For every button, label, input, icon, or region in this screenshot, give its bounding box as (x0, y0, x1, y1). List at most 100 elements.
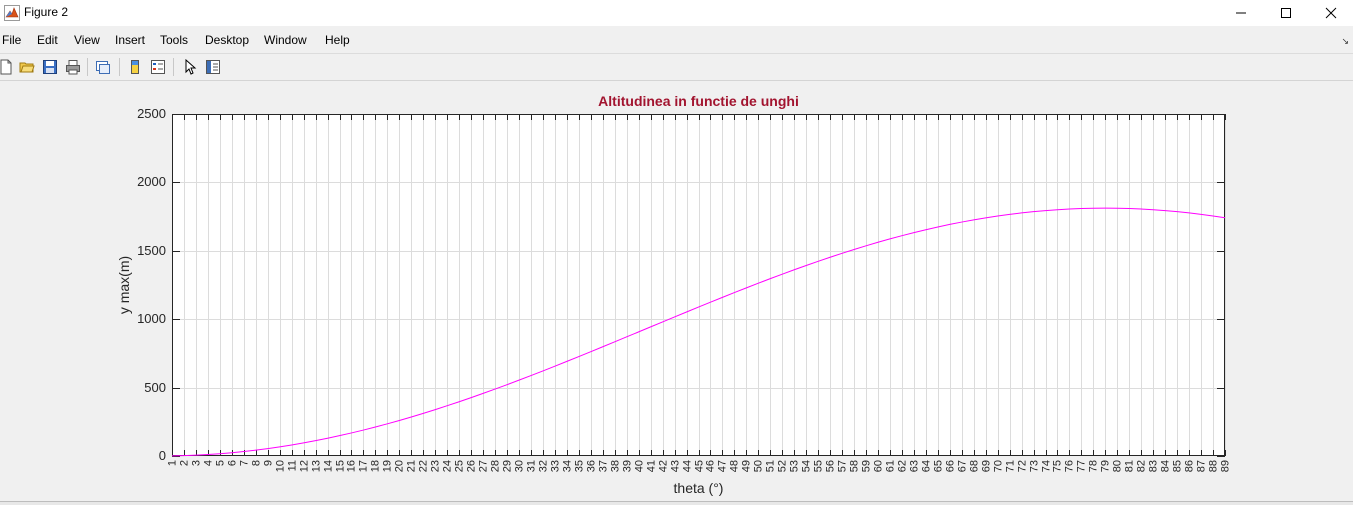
link-plot-button[interactable] (93, 57, 113, 77)
plot-svg: 1 2 3 4 5 6 7 8 9 10 11 12 13 14 15 16 17 18 19 20 21 22 23 24 2… (116, 93, 1231, 496)
property-inspector-button[interactable] (203, 57, 223, 77)
x-tick-label: 8 (250, 460, 262, 466)
y-tick-label: 2500 (137, 106, 166, 121)
x-tick-label: 18 (369, 460, 381, 472)
x-tick-label: 42 (657, 460, 669, 472)
axes-background[interactable] (172, 114, 1225, 456)
menu-insert[interactable]: Insert (115, 33, 146, 47)
axes-box (172, 114, 1225, 456)
menu-window[interactable]: Window (264, 33, 307, 47)
x-tick-labels: 1 2 3 4 5 6 7 8 9 10 11 12 13 14 15 16 17 18 19 20 21 22 23 24 2… (166, 460, 1231, 472)
menu-view[interactable]: View (74, 33, 100, 47)
x-tick-label: 33 (549, 460, 561, 472)
window-bottom-edge (0, 501, 1353, 505)
x-tick-label: 71 (1004, 460, 1016, 472)
new-figure-button[interactable] (0, 57, 16, 77)
x-tick-label: 46 (704, 460, 716, 472)
x-tick-label: 63 (908, 460, 920, 472)
menu-desktop[interactable]: Desktop (205, 33, 250, 47)
menu-separator (0, 53, 1353, 54)
x-tick-label: 25 (453, 460, 465, 472)
x-tick-label: 49 (740, 460, 752, 472)
x-tick-label: 27 (477, 460, 489, 472)
x-tick-label: 34 (561, 460, 573, 472)
x-tick-label: 69 (980, 460, 992, 472)
x-tick-label: 82 (1135, 460, 1147, 472)
x-tick-label: 81 (1123, 460, 1135, 472)
x-tick-label: 79 (1099, 460, 1111, 472)
x-tick-label: 75 (1051, 460, 1063, 472)
x-tick-label: 80 (1111, 460, 1123, 472)
link-plot-icon (96, 61, 110, 74)
grid-vertical (172, 114, 1226, 456)
x-tick-label: 41 (645, 460, 657, 472)
toolbar-separator (87, 58, 88, 76)
x-tick-label: 29 (501, 460, 513, 472)
insert-colorbar-icon (131, 60, 139, 74)
print-icon (66, 60, 80, 75)
toolbar (0, 54, 1353, 80)
x-tick-label: 35 (573, 460, 585, 472)
chart-title: Altitudinea in functie de unghi (598, 93, 799, 109)
open-file-button[interactable] (17, 57, 37, 77)
x-tick-label: 58 (848, 460, 860, 472)
y-tick-labels: 0 500 1000 1500 2000 2500 (137, 106, 166, 463)
x-tick-label: 15 (334, 460, 346, 472)
x-tick-label: 12 (298, 460, 310, 472)
x-tick-label: 61 (884, 460, 896, 472)
x-tick-label: 77 (1075, 460, 1087, 472)
save-button[interactable] (40, 57, 60, 77)
x-tick-label: 65 (932, 460, 944, 472)
x-tick-label: 3 (190, 460, 202, 466)
menu-file[interactable]: File (2, 33, 22, 47)
x-tick-label: 60 (872, 460, 884, 472)
x-tick-label: 85 (1171, 460, 1183, 472)
x-tick-label: 20 (393, 460, 405, 472)
dock-arrow-icon[interactable]: ↘ (1341, 36, 1349, 46)
x-tick-label: 31 (525, 460, 537, 472)
y-tick-label: 1000 (137, 311, 166, 326)
x-tick-label: 74 (1040, 460, 1052, 472)
y-tick-label: 500 (144, 380, 166, 395)
series-line (171, 207, 1226, 457)
x-tick-label: 57 (836, 460, 848, 472)
x-tick-label: 26 (465, 460, 477, 472)
menu-help[interactable]: Help (325, 33, 350, 47)
insert-colorbar-button[interactable] (125, 57, 145, 77)
toolbar-separator (119, 58, 120, 76)
x-tick-label: 39 (621, 460, 633, 472)
window-title: Figure 2 (24, 5, 69, 19)
x-tick-label: 87 (1195, 460, 1207, 472)
maximize-button[interactable] (1263, 0, 1309, 26)
minimize-button[interactable] (1218, 0, 1264, 26)
edit-plot-icon (185, 59, 197, 75)
menu-edit[interactable]: Edit (37, 33, 58, 47)
x-axis-label: theta (°) (674, 480, 724, 496)
insert-legend-button[interactable] (148, 57, 168, 77)
y-tick-label: 2000 (137, 174, 166, 189)
x-tick-label: 6 (226, 460, 238, 466)
x-tick-label: 43 (669, 460, 681, 472)
edit-plot-button[interactable] (180, 57, 200, 77)
open-file-icon (19, 62, 35, 73)
x-tick-label: 51 (764, 460, 776, 472)
menu-bar: File Edit View Insert Tools Desktop Wind… (0, 30, 1353, 50)
x-tick-label: 70 (992, 460, 1004, 472)
menu-tools[interactable]: Tools (160, 33, 189, 47)
print-button[interactable] (63, 57, 83, 77)
minimize-icon (1236, 12, 1246, 14)
x-tick-label: 13 (310, 460, 322, 472)
grid-horizontal (172, 182, 1225, 389)
x-tick-label: 9 (262, 460, 274, 466)
x-tick-label: 22 (417, 460, 429, 472)
x-tick-label: 40 (633, 460, 645, 472)
x-tick-label: 19 (381, 460, 393, 472)
property-inspector-icon (206, 60, 220, 74)
close-button[interactable] (1308, 0, 1353, 26)
x-tick-label: 89 (1219, 460, 1231, 472)
x-tick-label: 47 (716, 460, 728, 472)
x-tick-label: 84 (1159, 460, 1171, 472)
x-tick-label: 88 (1207, 460, 1219, 472)
x-tick-label: 59 (860, 460, 872, 472)
x-tick-label: 38 (609, 460, 621, 472)
